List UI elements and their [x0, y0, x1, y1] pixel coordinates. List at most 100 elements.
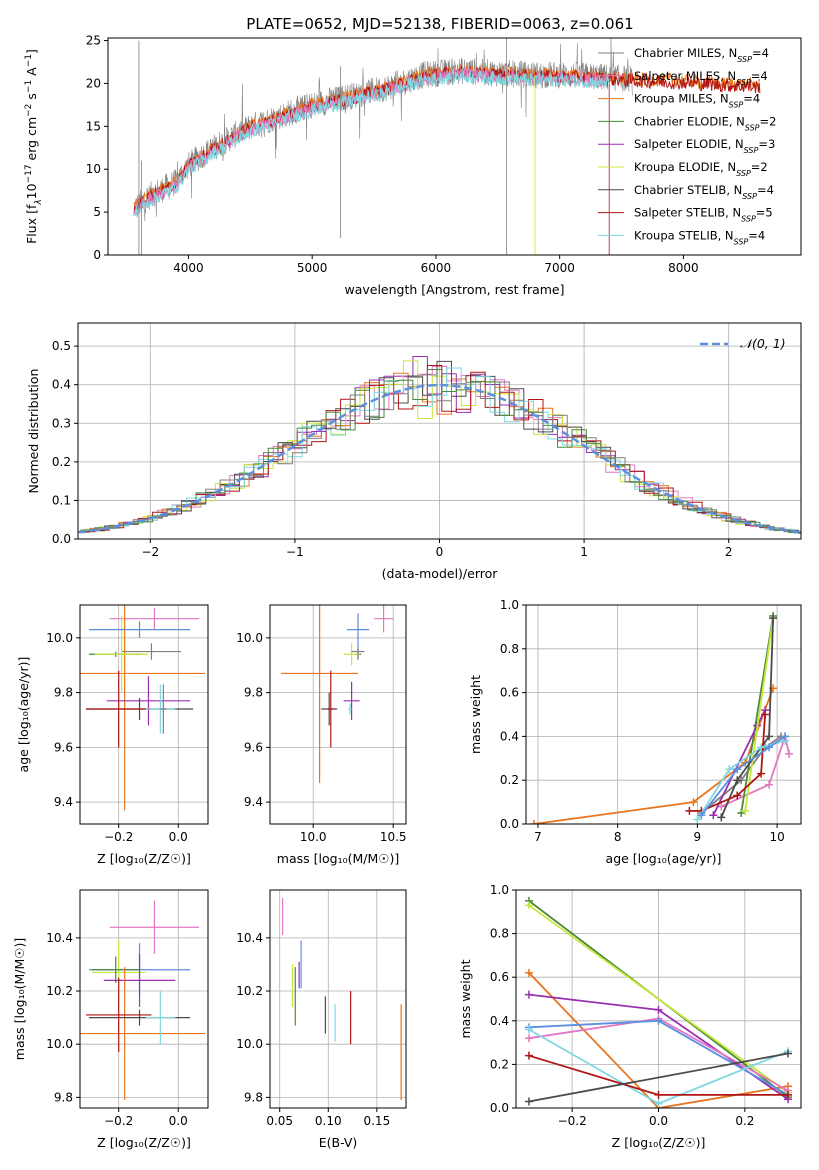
y-tick-label: 1.0: [490, 883, 509, 897]
weight-vs-metallicity-panel: −0.2 0.0 0.2 0.0 0.2 0.4 0.6 0.8 1.0 Z [log₁₀(Z/Z…: [458, 883, 802, 1150]
y-tick-label: 9.4: [244, 795, 263, 809]
weight-point-marker: [765, 780, 774, 789]
y-tick-label: 20: [86, 76, 101, 90]
residual-histogram: [78, 365, 801, 534]
y-tick-label: 10.0: [46, 1037, 73, 1051]
errorbar-point: [106, 676, 191, 726]
legend-entry: Kroupa STELIB, NSSP=4: [634, 228, 765, 246]
mass_vs_Z-marks: [80, 900, 206, 1101]
x-tick-label: 0.05: [266, 1114, 293, 1128]
y-tick-label: 0.6: [500, 686, 519, 700]
figure-title: PLATE=0652, MJD=52138, FIBERID=0063, z=0…: [246, 15, 633, 33]
x-tick-label: 0.0: [169, 1114, 188, 1128]
errorbar-point: [109, 900, 200, 954]
y-tick-label: 0.4: [490, 1014, 509, 1028]
spectrum-marks: [133, 38, 761, 255]
errorbar-point: [160, 684, 167, 734]
axes-frame: [269, 889, 407, 1109]
residual-histogram: [80, 369, 801, 533]
y-tick-label: 25: [86, 34, 101, 48]
x-tick-label: 9: [694, 830, 702, 844]
residual-histogram: [78, 367, 801, 534]
errorbar-point: [85, 977, 152, 1053]
errorbar-point: [80, 967, 206, 1101]
weight-point-marker: [757, 769, 766, 778]
y-tick-label: 0.8: [490, 927, 509, 941]
y-tick-label: 0.4: [52, 378, 71, 392]
x-tick-label: 1: [580, 545, 588, 559]
errorbar-point: [80, 605, 206, 811]
weight-point-marker: [765, 743, 774, 752]
weight_vs_Z-y-label: mass weight: [458, 959, 473, 1038]
weight-point-marker: [529, 820, 538, 824]
weight-point-marker: [693, 815, 702, 824]
y-tick-label: 10.2: [236, 984, 263, 998]
weight_vs_Z-marks: [524, 896, 793, 1108]
x-tick-label: 0.0: [169, 830, 188, 844]
normal-reference-curve: [78, 383, 801, 534]
errorbar-point: [327, 670, 334, 748]
weight-point-marker: [697, 811, 706, 820]
weight-point-marker: [524, 1097, 533, 1106]
x-tick-label: 5000: [297, 261, 328, 275]
weight-point-marker: [733, 776, 742, 785]
weight_vs_age-marks: [529, 611, 794, 824]
y-tick-label: 10.0: [236, 631, 263, 645]
x-tick-label: 0.2: [735, 1114, 754, 1128]
legend-entry: 𝒩(0, 1): [740, 336, 786, 351]
errorbar-point: [85, 670, 152, 748]
mass-vs-metallicity-panel: −0.2 0.0 9.8 10.0 10.2 10.4 Z [log₁₀(Z/Z☉)] mas…: [12, 889, 209, 1150]
errorbar-point: [374, 605, 394, 633]
x-tick-label: 6000: [421, 261, 452, 275]
x-tick-label: −2: [141, 545, 159, 559]
errorbar-point: [109, 607, 200, 630]
errorbar-point: [281, 605, 358, 783]
model-spectrum-line-8: [133, 69, 610, 218]
x-tick-label: 0.15: [363, 1114, 390, 1128]
weight-point-marker: [725, 765, 734, 774]
weight-point-marker: [784, 1049, 793, 1058]
weight-point-marker: [784, 1090, 793, 1099]
weight-point-marker: [781, 732, 790, 741]
legend-entry: Chabrier ELODIE, NSSP=2: [634, 114, 776, 131]
spectrum-legend: Chabrier MILES, NSSP=4 Salpeter MILES, NS…: [598, 46, 776, 246]
axes-frame: [79, 889, 209, 1109]
y-tick-label: 0.8: [500, 642, 519, 656]
legend-entry: Chabrier STELIB, NSSP=4: [634, 183, 774, 201]
y-tick-label: 10.0: [46, 631, 73, 645]
weight-point-marker: [761, 710, 770, 719]
y-tick-label: 9.8: [54, 1090, 73, 1104]
y-tick-label: 5: [93, 205, 101, 219]
residual-histogram: [80, 365, 801, 533]
y-tick-label: 0: [93, 248, 101, 262]
y-tick-label: 15: [86, 119, 101, 133]
weight-point-marker: [741, 806, 750, 815]
residuals-x-label: (data-model)/error: [382, 566, 499, 581]
weight-series-line: [533, 687, 774, 824]
errorbar-point: [145, 991, 176, 1045]
age-vs-metallicity-panel: −0.2 0.0 9.4 9.6 9.8 10.0 Z [log₁₀(Z/Z☉)] age […: [16, 604, 209, 866]
age-vs-mass-panel: 10.0 10.5 9.4 9.6 9.8 10.0 mass [log₁₀(M/M☉)]: [236, 604, 407, 866]
weight-point-marker: [769, 614, 778, 623]
weight-point-marker: [654, 1016, 663, 1025]
weight-point-marker: [765, 732, 774, 741]
ebv-x-label: E(B-V): [319, 1135, 358, 1150]
errorbar-point: [88, 621, 191, 638]
x-tick-label: 0.0: [649, 1114, 668, 1128]
y-tick-label: 10.0: [236, 1037, 263, 1051]
spectrum-y-label: Flux [fλ10−17 erg cm−2 s−1 A−1]: [24, 49, 44, 244]
x-tick-label: 10.5: [380, 830, 407, 844]
errorbar-point: [91, 956, 140, 984]
weight-series-line: [700, 735, 786, 816]
weight-series-line: [528, 1052, 789, 1103]
errorbar-point: [103, 953, 176, 1007]
weight-point-marker: [524, 990, 533, 999]
y-tick-label: 0.1: [52, 493, 71, 507]
weight-point-marker: [654, 1099, 663, 1108]
y-tick-label: 9.6: [244, 740, 263, 754]
y-tick-label: 9.4: [54, 795, 73, 809]
errorbar-point: [121, 643, 182, 660]
x-tick-label: 7000: [544, 261, 575, 275]
axes-frame: [79, 604, 209, 825]
y-tick-label: 10.4: [236, 931, 263, 945]
